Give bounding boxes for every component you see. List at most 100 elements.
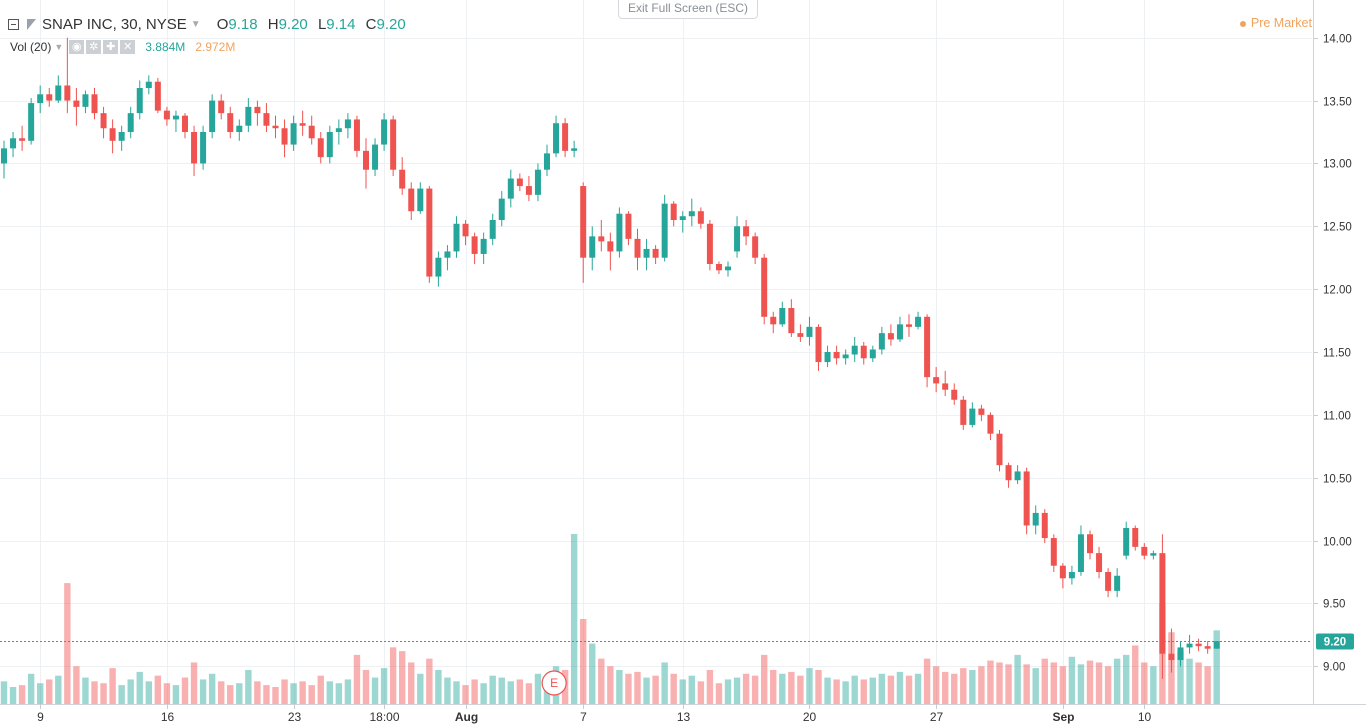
candle-body <box>390 119 397 170</box>
earnings-marker[interactable]: E <box>541 670 567 696</box>
candle-body <box>1014 471 1021 481</box>
volume-bar <box>290 683 297 704</box>
volume-bar <box>489 675 496 704</box>
candle-body <box>661 203 668 258</box>
candle-body <box>471 236 478 254</box>
volume-bar <box>1014 654 1021 704</box>
volume-bar <box>308 685 315 704</box>
candle <box>507 169 514 208</box>
volume-bar <box>1213 630 1220 704</box>
candle-body <box>462 223 469 237</box>
candle <box>589 226 596 271</box>
volume-bar <box>1032 668 1039 704</box>
volume-label[interactable]: Vol (20) <box>10 40 52 54</box>
chevron-down-icon[interactable]: ▼ <box>54 42 64 52</box>
volume-bar <box>1086 660 1094 704</box>
volume-bar <box>580 619 587 704</box>
candle-body <box>607 241 614 252</box>
low-key: L <box>317 15 327 33</box>
candle-body <box>878 333 885 350</box>
collapse-icon[interactable] <box>8 18 19 30</box>
candle-body <box>191 132 198 164</box>
candle <box>91 88 98 120</box>
candle <box>308 115 315 145</box>
volume-bar <box>18 685 26 704</box>
y-tick-label: 9.00 <box>1323 662 1345 674</box>
volume-bar <box>227 685 234 704</box>
exit-fullscreen-button[interactable]: Exit Full Screen (ESC) <box>618 0 758 19</box>
volume-bar <box>55 675 62 704</box>
candle-body <box>960 399 967 425</box>
volume-bar <box>163 683 171 704</box>
volume-bar <box>64 583 71 704</box>
volume-bar <box>652 675 659 704</box>
candle <box>1168 628 1175 673</box>
candle <box>1023 467 1030 535</box>
candle <box>869 345 876 363</box>
candle <box>815 324 822 371</box>
candle-body <box>363 150 369 170</box>
candle-body <box>498 198 505 220</box>
candle-body <box>725 266 731 271</box>
candle-body <box>299 123 306 126</box>
candle <box>28 98 35 145</box>
volume-bar <box>109 668 116 704</box>
symbol-title[interactable]: SNAP INC, 30, NYSE <box>42 15 187 33</box>
volume-bar <box>1104 666 1112 704</box>
volume-bar <box>1150 666 1157 704</box>
eye-icon[interactable]: ◉ <box>69 40 85 54</box>
chevron-down-icon[interactable]: ▼ <box>190 18 201 30</box>
candle-body <box>652 248 659 258</box>
candle-body <box>335 128 342 132</box>
candle <box>1068 565 1075 585</box>
candle-body <box>996 433 1003 466</box>
candle <box>154 77 161 114</box>
volume-bar <box>534 673 542 704</box>
candle <box>471 232 478 264</box>
x-tick-label: 13 <box>677 710 691 724</box>
x-tick-label: 10 <box>1138 710 1152 724</box>
candle-body <box>562 123 569 151</box>
candle-body <box>1096 553 1103 572</box>
candle-body <box>46 94 53 101</box>
close-icon[interactable]: ✕ <box>120 40 136 54</box>
plus-icon[interactable]: ✚ <box>103 40 119 54</box>
volume-bar <box>1077 664 1085 704</box>
candle-body <box>688 211 695 217</box>
volume-bar <box>208 673 216 704</box>
volume-bar <box>1005 664 1012 704</box>
candle <box>797 324 804 342</box>
volume-bar <box>435 670 442 704</box>
candle <box>73 88 80 126</box>
candle <box>46 88 53 107</box>
gear-icon[interactable]: ✲ <box>86 40 102 54</box>
volume-bar <box>1186 658 1193 704</box>
candle <box>1195 638 1202 652</box>
volume-bar <box>462 685 469 704</box>
x-tick-label: 23 <box>288 710 302 724</box>
volume-bar <box>942 671 949 704</box>
volume-bar <box>960 668 967 704</box>
candle-body <box>743 226 750 237</box>
flag-icon[interactable] <box>27 18 36 30</box>
candle <box>1132 525 1139 551</box>
candle <box>562 118 569 158</box>
candle-body <box>534 169 541 195</box>
candle <box>55 75 62 104</box>
candle-body <box>435 257 442 277</box>
y-tick-label: 12.00 <box>1323 285 1352 297</box>
volume-bar <box>326 681 333 704</box>
volume-bar <box>1204 666 1211 704</box>
volume-legend: Vol (20) ▼ ◉ ✲ ✚ ✕ 3.884M 2.972M <box>10 40 235 54</box>
candle-body <box>715 264 722 271</box>
candle <box>697 207 704 229</box>
volume-bar <box>127 679 134 704</box>
time-axis: 9 16 23 18:00 Aug 7 13 20 27 Sep 10 <box>37 704 1151 724</box>
candle-body <box>634 238 641 258</box>
volume-bar <box>471 679 478 704</box>
candle-body <box>752 236 759 258</box>
x-tick-label: 16 <box>161 710 175 724</box>
candle <box>860 341 867 365</box>
close-key: C <box>365 15 377 33</box>
